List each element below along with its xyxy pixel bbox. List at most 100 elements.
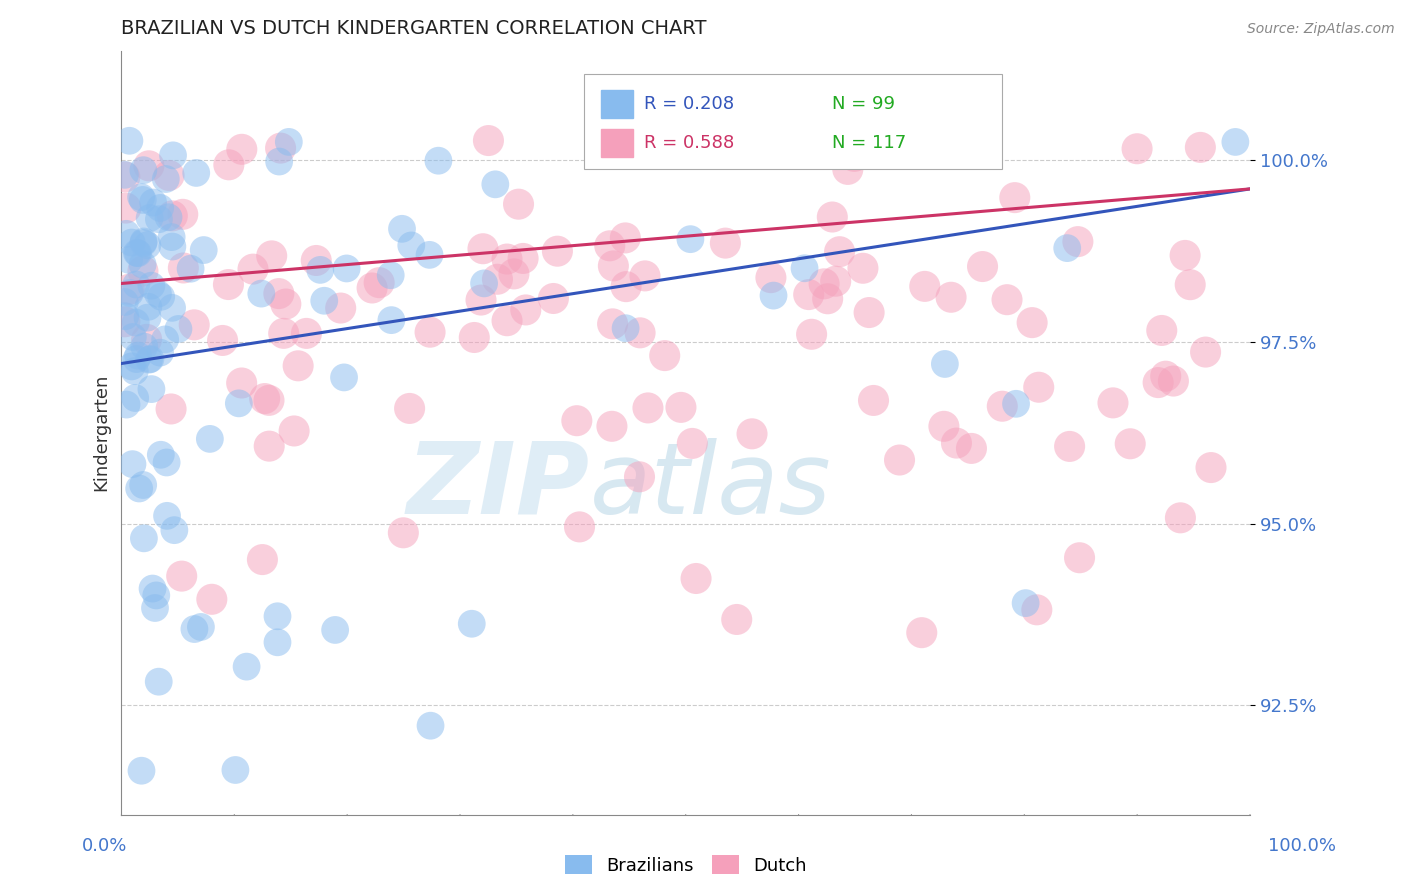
Text: Source: ZipAtlas.com: Source: ZipAtlas.com xyxy=(1247,22,1395,37)
Point xyxy=(172,260,194,275)
Point xyxy=(153,332,176,346)
Point xyxy=(274,297,297,311)
Point xyxy=(368,276,391,290)
Point xyxy=(157,169,180,183)
Point xyxy=(141,278,163,293)
Point xyxy=(193,243,215,257)
Point xyxy=(515,302,537,317)
Point xyxy=(628,326,651,340)
Point xyxy=(461,616,484,631)
Point xyxy=(132,193,155,207)
Point xyxy=(1059,439,1081,453)
Point xyxy=(614,231,637,245)
Point xyxy=(217,277,239,292)
Point xyxy=(599,239,621,253)
Point xyxy=(1199,460,1222,475)
Point xyxy=(114,295,136,310)
Point xyxy=(114,168,136,182)
Point xyxy=(995,293,1018,307)
Point xyxy=(287,359,309,373)
Point xyxy=(134,340,156,354)
Point xyxy=(149,201,172,215)
Point xyxy=(124,364,146,378)
Point xyxy=(138,211,160,225)
Point xyxy=(157,211,180,225)
Point xyxy=(115,398,138,412)
Point xyxy=(135,332,157,346)
Point xyxy=(228,396,250,410)
Point xyxy=(1180,277,1202,292)
Text: 100.0%: 100.0% xyxy=(1268,837,1336,855)
Text: 0.0%: 0.0% xyxy=(82,837,127,855)
Point xyxy=(472,277,495,291)
Point xyxy=(824,274,846,288)
Point xyxy=(496,252,519,266)
Point xyxy=(945,436,967,450)
Point xyxy=(614,279,637,293)
Point xyxy=(162,209,184,223)
Point xyxy=(295,326,318,341)
Point xyxy=(121,330,143,344)
Point xyxy=(714,236,737,251)
Point xyxy=(146,286,169,301)
Point xyxy=(1014,596,1036,610)
Point xyxy=(266,635,288,649)
Point xyxy=(149,345,172,359)
Point xyxy=(180,261,202,276)
Point xyxy=(118,282,141,296)
Point xyxy=(314,293,336,308)
Point xyxy=(323,623,346,637)
Point xyxy=(391,222,413,236)
Point xyxy=(186,166,208,180)
Point xyxy=(837,162,859,177)
Point xyxy=(419,325,441,339)
Point xyxy=(231,142,253,156)
Y-axis label: Kindergarten: Kindergarten xyxy=(93,374,110,491)
Text: atlas: atlas xyxy=(589,438,831,534)
Point xyxy=(132,478,155,492)
Point xyxy=(329,301,352,315)
Point xyxy=(128,482,150,496)
Point xyxy=(508,197,530,211)
Point xyxy=(127,246,149,260)
Point xyxy=(253,392,276,406)
Point xyxy=(250,286,273,301)
Point xyxy=(477,134,499,148)
Point xyxy=(503,267,526,281)
Point xyxy=(138,159,160,173)
Point xyxy=(1126,142,1149,156)
FancyBboxPatch shape xyxy=(583,74,1001,169)
Point xyxy=(934,357,956,371)
Point xyxy=(141,382,163,396)
Point xyxy=(170,569,193,583)
Point xyxy=(118,134,141,148)
Point xyxy=(162,239,184,253)
Point xyxy=(828,244,851,259)
Point xyxy=(628,470,651,484)
Point xyxy=(634,268,657,283)
Point xyxy=(235,659,257,673)
Point xyxy=(1194,345,1216,359)
Point xyxy=(149,448,172,462)
Point xyxy=(1056,241,1078,255)
Point xyxy=(121,359,143,374)
Point xyxy=(118,252,141,267)
Point xyxy=(1069,550,1091,565)
Point xyxy=(125,245,148,260)
Point xyxy=(114,310,136,324)
Point xyxy=(269,154,291,169)
Point xyxy=(242,262,264,277)
Point xyxy=(132,531,155,545)
Point xyxy=(565,414,588,428)
Point xyxy=(813,277,835,291)
Point xyxy=(160,301,183,315)
Point xyxy=(512,252,534,266)
Point xyxy=(183,318,205,332)
Point xyxy=(132,264,155,278)
Point xyxy=(484,178,506,192)
Point xyxy=(148,674,170,689)
Point xyxy=(1189,140,1212,154)
Point xyxy=(224,763,246,777)
Text: R = 0.208: R = 0.208 xyxy=(644,95,734,112)
Point xyxy=(939,290,962,304)
